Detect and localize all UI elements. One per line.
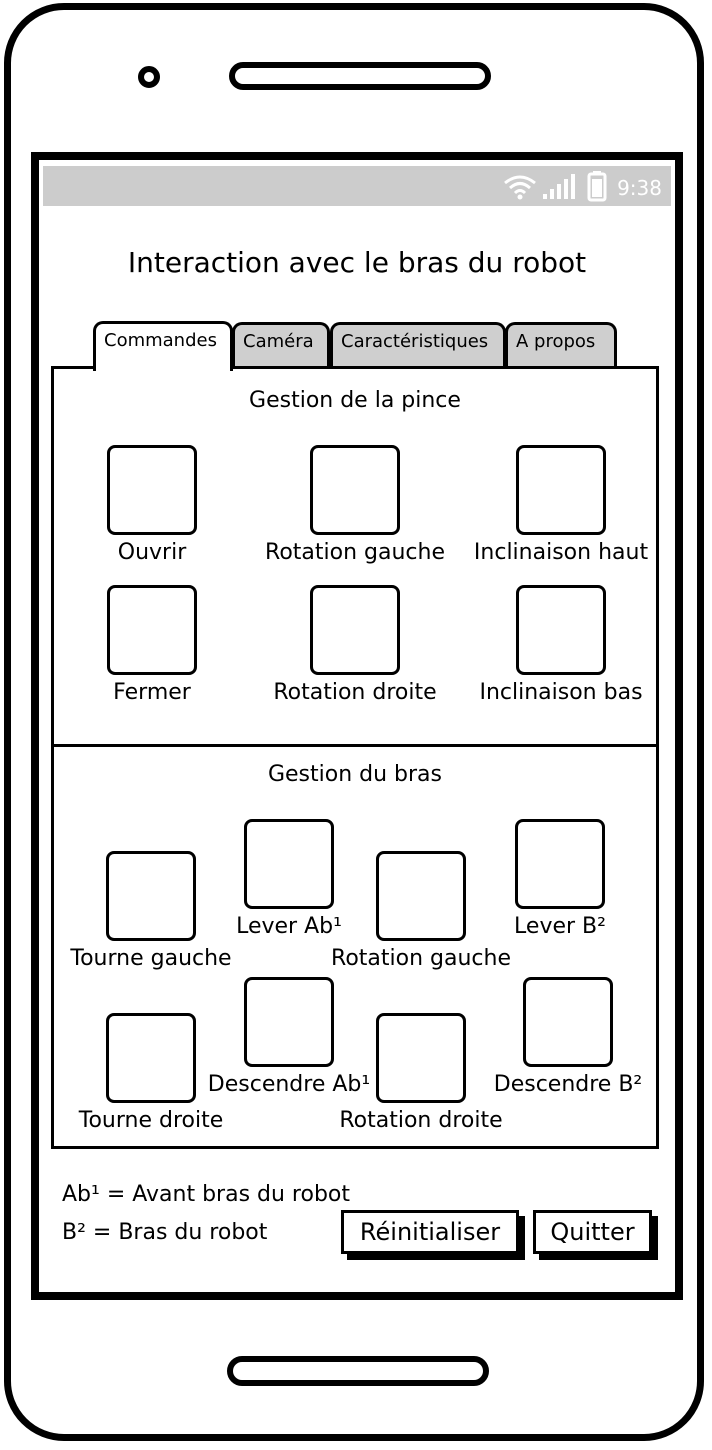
open-gripper-label: Ouvrir	[117, 540, 187, 565]
rotate-right-gripper-label: Rotation droite	[273, 680, 437, 705]
tab-commandes[interactable]: Commandes	[93, 321, 233, 371]
lower-arm-button[interactable]	[523, 977, 613, 1067]
reset-button[interactable]: Réinitialiser	[341, 1210, 519, 1254]
commands-panel	[51, 366, 659, 1149]
raise-arm-button[interactable]	[515, 819, 605, 909]
tilt-up-label: Inclinaison haut	[473, 540, 649, 565]
tab-label: Caractéristiques	[341, 331, 489, 352]
tilt-down-button[interactable]	[516, 585, 606, 675]
arm-rotate-right-button[interactable]	[376, 1013, 466, 1103]
lower-arm-label: Descendre B²	[493, 1072, 643, 1097]
tab-a-propos[interactable]: A propos	[505, 322, 617, 366]
tilt-up-button[interactable]	[516, 445, 606, 535]
tab-camera[interactable]: Caméra	[232, 322, 330, 366]
battery-icon	[587, 171, 607, 202]
turn-left-label: Tourne gauche	[70, 946, 232, 971]
quit-button[interactable]: Quitter	[533, 1210, 652, 1254]
legend-arm: B² = Bras du robot	[62, 1220, 268, 1245]
rotate-right-gripper-button[interactable]	[310, 585, 400, 675]
arm-rotate-left-button[interactable]	[376, 851, 466, 941]
tilt-down-label: Inclinaison bas	[479, 680, 643, 705]
close-gripper-label: Fermer	[113, 680, 191, 705]
raise-forearm-button[interactable]	[244, 819, 334, 909]
app-title: Interaction avec le bras du robot	[127, 246, 587, 279]
raise-arm-label: Lever B²	[514, 914, 606, 939]
turn-right-label: Tourne droite	[78, 1108, 224, 1133]
raise-forearm-label: Lever Ab¹	[236, 914, 342, 939]
section-divider	[54, 744, 656, 747]
home-button[interactable]	[227, 1356, 489, 1386]
tab-caracteristiques[interactable]: Caractéristiques	[330, 322, 506, 366]
lower-forearm-button[interactable]	[244, 977, 334, 1067]
wifi-icon	[504, 175, 536, 200]
rotate-left-gripper-label: Rotation gauche	[265, 540, 445, 565]
tab-label: A propos	[516, 331, 596, 352]
speaker-grille	[229, 62, 491, 90]
signal-icon	[543, 174, 575, 199]
status-time: 9:38	[617, 176, 662, 200]
rotate-left-gripper-button[interactable]	[310, 445, 400, 535]
turn-right-button[interactable]	[106, 1013, 196, 1103]
status-bar	[43, 166, 671, 206]
open-gripper-button[interactable]	[107, 445, 197, 535]
arm-rotate-right-label: Rotation droite	[339, 1108, 503, 1133]
front-camera-icon	[138, 66, 160, 88]
close-gripper-button[interactable]	[107, 585, 197, 675]
tab-label: Caméra	[243, 331, 314, 352]
arm-rotate-left-label: Rotation gauche	[331, 946, 511, 971]
turn-left-button[interactable]	[106, 851, 196, 941]
arm-section-title: Gestion du bras	[267, 762, 443, 787]
lower-forearm-label: Descendre Ab¹	[207, 1072, 371, 1097]
tab-label: Commandes	[104, 330, 217, 351]
legend-forearm: Ab¹ = Avant bras du robot	[62, 1182, 350, 1207]
gripper-section-title: Gestion de la pince	[249, 388, 461, 413]
